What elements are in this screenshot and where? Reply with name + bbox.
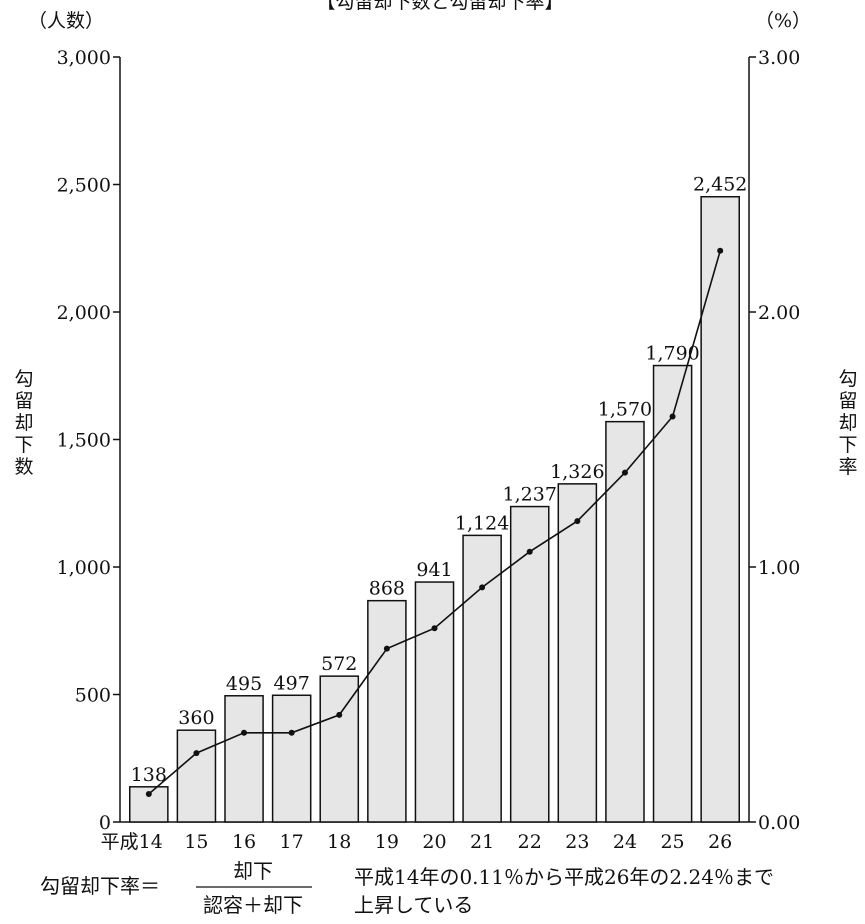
left-axis-title-char: 勾 [14,368,33,390]
formula: 勾留却下率＝ 却下 認容＋却下 [40,859,312,917]
x-labels: 平成14 15 16 17 18 19 20 21 22 23 24 25 26 [101,831,733,853]
left-axis-title-char: 却 [14,412,33,434]
x-tick-label: 24 [613,831,637,853]
bar-value-label: 1,790 [645,343,699,365]
right-tick-label: 2.00 [758,302,800,324]
left-axis-unit: （人数） [28,10,104,32]
rate-point [479,584,486,591]
x-tick-label: 21 [470,831,494,853]
right-tick-label: 1.00 [758,557,800,579]
bar [509,505,550,823]
right-axis-title: 勾留却下率 [838,368,857,478]
left-tick-label: 2,000 [57,302,111,324]
bar [700,195,740,823]
rate-point [669,413,676,420]
bar-value-label: 941 [416,559,452,581]
left-tick-label: 1,500 [57,430,111,452]
rate-point [288,729,295,736]
right-axis-title-char: 留 [838,390,857,412]
bar-value-label: 360 [178,707,214,729]
x-tick-label: 18 [327,831,351,853]
bar-value-label: 1,326 [550,461,604,483]
bar [462,534,502,823]
chart-title: 【勾留却下数と勾留却下率】 [316,0,563,13]
bar [367,599,407,823]
rate-line [145,247,724,797]
bar [652,364,693,823]
right-ticks: 0.00 1.00 2.00 3.00 [749,47,800,834]
formula-denominator: 認容＋却下 [203,893,303,917]
right-axis-unit: （%） [755,10,811,32]
bar-value-label: 497 [274,672,310,694]
bar [557,483,598,823]
bar [271,694,312,823]
formula-lhs: 勾留却下率＝ [40,874,160,898]
summary-line-2: 上昇している [354,893,473,917]
left-tick-label: 3,000 [57,47,111,69]
left-ticks: 0 500 1,000 1,500 2,000 2,500 3,000 [57,47,120,834]
x-tick-label: 23 [565,831,589,853]
formula-numerator: 却下 [233,859,273,883]
x-tick-label: 22 [518,831,542,853]
right-axis-title-char: 下 [838,434,857,456]
x-tick-label: 15 [184,831,208,853]
x-tick-label: 26 [708,831,732,853]
x-tick-label: 17 [280,831,304,853]
rate-point [621,469,628,476]
rate-point [431,625,438,632]
left-axis-title: 勾留却下数 [14,368,33,478]
bar [319,675,360,823]
bar [224,695,264,823]
x-tick-label: 25 [660,831,684,853]
summary-line-1: 平成14年の0.11％から平成26年の2.24％まで [354,865,774,889]
rate-point [193,750,200,757]
bar [176,729,217,823]
left-tick-label: 1,000 [57,557,111,579]
rate-point [145,790,152,797]
bar-value-label: 2,452 [693,174,747,196]
bar-value-label: 1,570 [598,399,652,421]
x-tick-label: 19 [375,831,399,853]
left-tick-label: 500 [75,685,111,707]
bar [414,581,455,823]
rate-point [383,645,390,652]
bar-value-label: 495 [226,673,262,695]
bar-value-label: 1,237 [503,484,557,506]
right-tick-label: 0.00 [758,812,800,834]
x-tick-label: 16 [232,831,256,853]
left-axis-title-char: 数 [14,456,33,478]
bar-value-label: 868 [369,578,405,600]
left-tick-label: 2,500 [57,175,111,197]
bars [129,195,740,823]
x-tick-label: 平成14 [101,831,163,853]
right-axis-title-char: 却 [838,412,857,434]
right-tick-label: 3.00 [758,47,800,69]
bar-value-label: 572 [321,653,357,675]
rate-point [574,518,581,525]
bar-value-label: 138 [131,764,167,786]
left-tick-label: 0 [99,812,111,834]
rate-point [717,247,724,254]
rate-point [336,711,343,718]
left-axis-title-char: 下 [14,434,33,456]
x-tick-label: 20 [422,831,446,853]
bar-value-label: 1,124 [455,512,509,534]
rate-point [526,548,533,555]
bar [605,420,645,823]
right-axis-title-char: 率 [838,456,857,478]
right-axis-title-char: 勾 [838,368,857,390]
left-axis-title-char: 留 [14,390,33,412]
rate-point [241,729,248,736]
